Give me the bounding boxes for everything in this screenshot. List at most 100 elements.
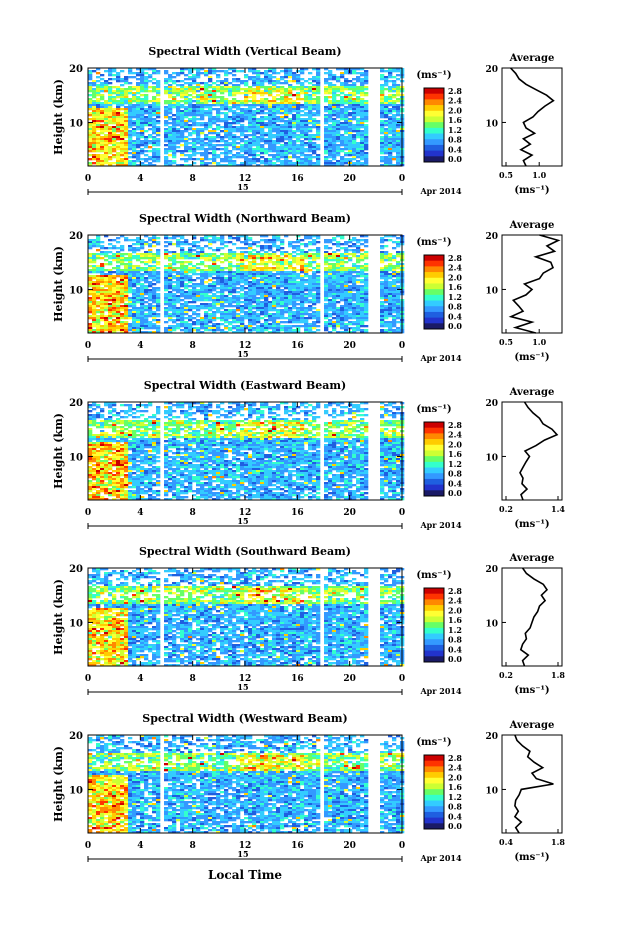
heatmap-cell [256, 164, 261, 167]
heatmap-cell [164, 245, 169, 248]
heatmap-cell [292, 287, 297, 290]
heatmap-cell [264, 267, 269, 270]
heatmap-cell [316, 128, 321, 131]
heatmap-cell [96, 80, 101, 83]
heatmap-cell [340, 134, 345, 137]
heatmap-cell [280, 160, 285, 163]
heatmap-cell [340, 126, 345, 129]
heatmap-cell [300, 104, 305, 107]
heatmap-cell [316, 156, 321, 159]
heatmap-cell [232, 94, 237, 97]
heatmap-cell [364, 124, 369, 127]
heatmap-cell [272, 82, 277, 85]
heatmap-cell [116, 303, 121, 306]
heatmap-cell [152, 136, 157, 139]
heatmap-cell [192, 116, 197, 119]
heatmap-cell [232, 84, 237, 87]
heatmap-cell [128, 138, 133, 141]
heatmap-cell [292, 301, 297, 304]
heatmap-cell [112, 239, 117, 242]
heatmap-cell [352, 114, 357, 117]
heatmap-cell [252, 315, 257, 318]
heatmap-cell [176, 132, 181, 135]
heatmap-cell [192, 146, 197, 149]
heatmap-cell [164, 124, 169, 127]
heatmap-cell [396, 152, 401, 155]
heatmap-cell [200, 122, 205, 125]
heatmap-cell [188, 281, 193, 284]
heatmap-cell [92, 303, 97, 306]
heatmap-cell [176, 110, 181, 113]
heatmap-cell [352, 136, 357, 139]
heatmap-cell [292, 261, 297, 264]
heatmap-cell [136, 154, 141, 157]
heatmap-cell [268, 315, 273, 318]
heatmap-cell [352, 94, 357, 97]
heatmap-cell [164, 269, 169, 272]
heatmap-cell [356, 164, 361, 167]
heatmap-cell [356, 142, 361, 145]
heatmap-cell [284, 116, 289, 119]
heatmap-cell [108, 74, 113, 77]
heatmap-cell [220, 317, 225, 320]
heatmap-cell [240, 126, 245, 129]
heatmap-cell [116, 152, 121, 155]
heatmap-cell [304, 98, 309, 101]
heatmap-cell [212, 94, 217, 97]
heatmap-cell [184, 241, 189, 244]
heatmap-cell [336, 164, 341, 167]
heatmap-cell [104, 126, 109, 129]
heatmap-cell [316, 84, 321, 87]
heatmap-cell [188, 319, 193, 322]
heatmap-cell [92, 156, 97, 159]
heatmap-cell [264, 158, 269, 161]
heatmap-cell [264, 257, 269, 260]
heatmap-cell [244, 160, 249, 163]
heatmap-cell [356, 136, 361, 139]
heatmap-cell [200, 68, 205, 71]
heatmap-cell [308, 269, 313, 272]
heatmap-cell [196, 253, 201, 256]
heatmap-cell [396, 138, 401, 141]
heatmap-cell [232, 126, 237, 129]
heatmap-cell [144, 325, 149, 328]
heatmap-cell [296, 140, 301, 143]
heatmap-cell [172, 162, 177, 165]
heatmap-cell [168, 88, 173, 91]
heatmap-cell [212, 269, 217, 272]
heatmap-cell [216, 162, 221, 165]
heatmap-cell [364, 112, 369, 115]
heatmap-cell [308, 261, 313, 264]
heatmap-cell [124, 88, 129, 91]
heatmap-cell [212, 287, 217, 290]
heatmap-cell [172, 305, 177, 308]
heatmap-cell [312, 146, 317, 149]
heatmap-cell [104, 327, 109, 330]
heatmap-cell [208, 303, 213, 306]
heatmap-cell [128, 82, 133, 85]
heatmap-cell [244, 313, 249, 316]
heatmap-cell [272, 118, 277, 121]
heatmap-cell [336, 112, 341, 115]
heatmap-cell [148, 275, 153, 278]
heatmap-cell [300, 261, 305, 264]
heatmap-cell [304, 108, 309, 111]
heatmap-cell [256, 313, 261, 316]
heatmap-cell [272, 245, 277, 248]
heatmap-cell [348, 118, 353, 121]
heatmap-cell [380, 128, 385, 131]
heatmap-cell [108, 130, 113, 133]
heatmap-cell [288, 287, 293, 290]
heatmap-cell [116, 293, 121, 296]
heatmap-cell [356, 120, 361, 123]
heatmap-cell [132, 156, 137, 159]
heatmap-cell [104, 150, 109, 153]
heatmap-cell [396, 110, 401, 113]
heatmap-cell [348, 122, 353, 125]
heatmap-cell [228, 118, 233, 121]
heatmap-cell [204, 239, 209, 242]
heatmap-cell [116, 315, 121, 318]
heatmap-cell [384, 152, 389, 155]
heatmap-cell [140, 313, 145, 316]
heatmap-cell [224, 128, 229, 131]
